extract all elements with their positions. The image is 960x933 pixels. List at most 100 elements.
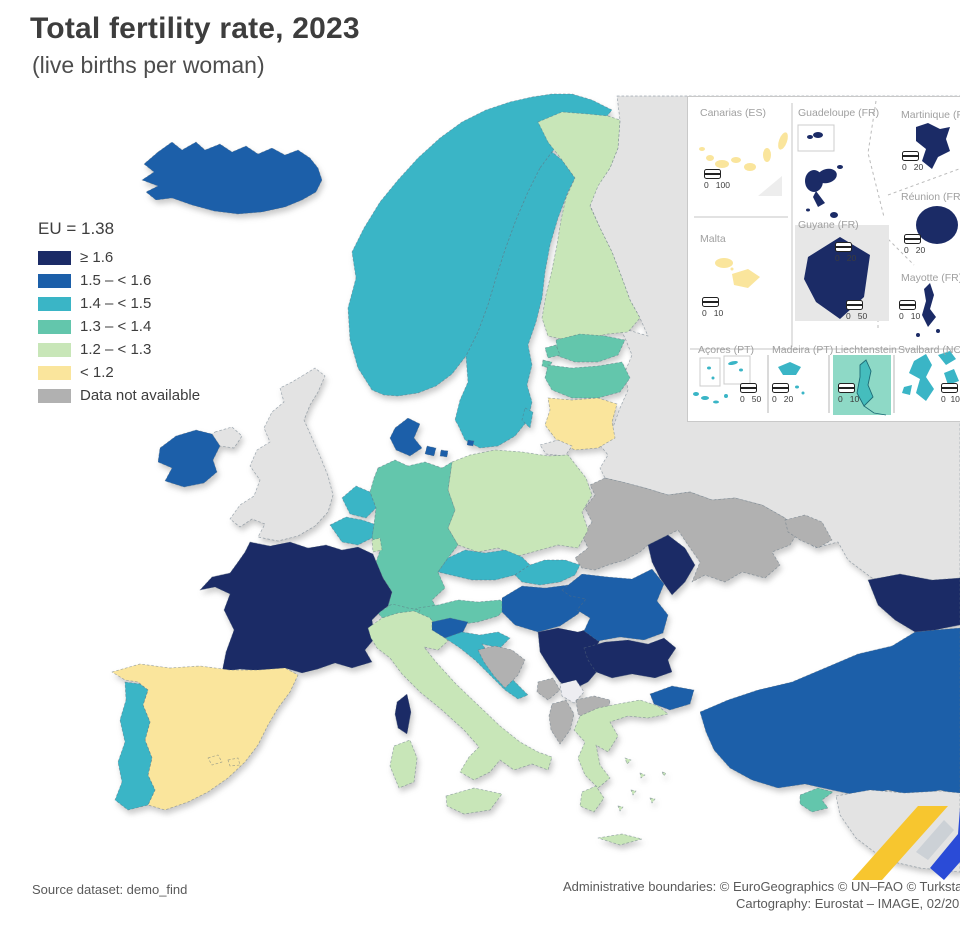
country-poland — [447, 449, 593, 557]
country-albania — [548, 699, 575, 745]
inset-guadeloupe-islands — [797, 124, 843, 218]
country-bosnia — [477, 645, 526, 689]
country-germany — [369, 459, 459, 617]
inset-label-reunion: Réunion (FR) — [901, 191, 960, 203]
legend-label: 1.5 – < 1.6 — [80, 272, 152, 289]
island-peloponnese — [579, 785, 605, 813]
inset-label-mayotte: Mayotte (FR) — [901, 272, 960, 284]
country-turkey — [699, 627, 960, 797]
island-sicily — [445, 787, 503, 815]
inset-label-madeira: Madeira (PT) — [772, 344, 834, 356]
inset-label-guadeloupe: Guadeloupe (FR) — [798, 107, 880, 119]
scalebar-liechtenstein: 0 10 — [838, 383, 859, 404]
legend-swatch — [38, 342, 71, 357]
overseas-insets-panel: Canarias (ES) Guadeloupe (FR) Martinique… — [687, 96, 960, 422]
legend-label: < 1.2 — [80, 364, 114, 381]
danish-isles — [424, 439, 475, 458]
country-ireland — [157, 429, 221, 488]
scalebar-svalbard: 0 10 — [941, 383, 960, 404]
inset-guyane — [795, 225, 889, 321]
aegean-islands — [617, 757, 667, 812]
legend-row: Data not available — [38, 384, 200, 407]
country-sweden — [454, 151, 576, 449]
country-netherlands — [341, 485, 377, 519]
country-montenegro — [536, 677, 561, 701]
inset-label-liechtenstein: Liechtenstein — [835, 344, 897, 356]
country-latvia — [544, 361, 631, 399]
country-bulgaria — [583, 637, 677, 679]
admin-boundaries-note: Administrative boundaries: © EuroGeograp… — [563, 879, 960, 894]
legend-row: < 1.2 — [38, 361, 200, 384]
inset-label-guyane: Guyane (FR) — [798, 219, 859, 231]
island-gotland — [521, 407, 534, 429]
country-crimea — [784, 514, 833, 549]
island-saaremaa — [541, 344, 561, 369]
legend-swatch — [38, 296, 71, 311]
legend-label: 1.3 – < 1.4 — [80, 318, 152, 335]
country-romania — [561, 568, 669, 642]
legend-label: 1.2 – < 1.3 — [80, 341, 152, 358]
legend-label: Data not available — [80, 387, 201, 404]
legend-row: 1.3 – < 1.4 — [38, 315, 200, 338]
inset-svalbard-islands — [902, 351, 959, 401]
scalebar-madeira: 0 20 — [772, 383, 793, 404]
inset-label-canarias: Canarias (ES) — [700, 107, 766, 119]
country-kosovo — [559, 679, 585, 704]
country-finland — [537, 111, 641, 341]
inset-label-svalbard: Svalbard (NO) — [898, 344, 960, 356]
inset-martinique-island — [916, 123, 950, 169]
country-serbia — [537, 627, 601, 691]
country-ukraine — [574, 477, 799, 583]
legend-row: 1.5 – < 1.6 — [38, 269, 200, 292]
insets-graphics — [690, 100, 960, 416]
inset-mayotte-islands — [916, 283, 940, 337]
inset-label-acores: Açores (PT) — [698, 344, 755, 356]
page-subtitle: (live births per woman) — [32, 52, 265, 78]
scalebar-reunion: 0 20 — [904, 234, 925, 255]
inset-label-malta: Malta — [700, 233, 726, 245]
legend-swatch — [38, 250, 71, 265]
inset-madeira-islands — [778, 362, 805, 395]
country-united-kingdom — [229, 367, 334, 542]
legend-row: 1.2 – < 1.3 — [38, 338, 200, 361]
country-slovakia — [514, 559, 581, 586]
country-greece — [573, 699, 669, 789]
legend-row: 1.4 – < 1.5 — [38, 292, 200, 315]
country-france — [199, 541, 393, 674]
country-moldova — [647, 534, 696, 596]
inset-reunion-island — [916, 206, 958, 244]
country-italy — [367, 610, 553, 781]
country-denmark — [389, 417, 423, 457]
country-norway — [347, 93, 613, 397]
country-belgium — [329, 516, 375, 546]
map-legend: EU = 1.38 ≥ 1.6 1.5 – < 1.6 1.4 – < 1.5 … — [38, 219, 200, 407]
legend-swatch — [38, 365, 71, 380]
country-kaliningrad — [539, 439, 573, 457]
region-east-thrace — [649, 685, 695, 711]
inset-malta-islands — [715, 258, 760, 288]
country-iceland — [141, 141, 323, 215]
legend-label: 1.4 – < 1.5 — [80, 295, 152, 312]
island-corsica — [394, 693, 412, 735]
legend-swatch — [38, 388, 71, 403]
legend-label: ≥ 1.6 — [80, 249, 114, 266]
source-dataset-note: Source dataset: demo_find — [32, 882, 188, 897]
legend-swatch — [38, 319, 71, 334]
island-crete — [597, 833, 643, 846]
scalebar-canarias: 0 100 — [704, 169, 730, 190]
country-georgia — [867, 573, 960, 633]
island-balearics — [207, 754, 241, 767]
country-estonia — [555, 333, 626, 363]
scalebar-martinique: 0 20 — [902, 151, 923, 172]
inset-separators — [690, 103, 959, 350]
inset-acores-islands — [693, 355, 751, 404]
page-title: Total fertility rate, 2023 — [30, 12, 360, 45]
island-sardinia — [389, 739, 418, 789]
country-luxembourg — [371, 537, 383, 553]
inset-liechtenstein — [833, 355, 891, 416]
country-portugal — [114, 681, 156, 811]
inset-canarias-islands — [699, 132, 788, 171]
country-cyprus — [799, 787, 834, 813]
region-middle-east — [835, 789, 960, 873]
inset-label-martinique: Martinique (FR) — [901, 109, 960, 121]
